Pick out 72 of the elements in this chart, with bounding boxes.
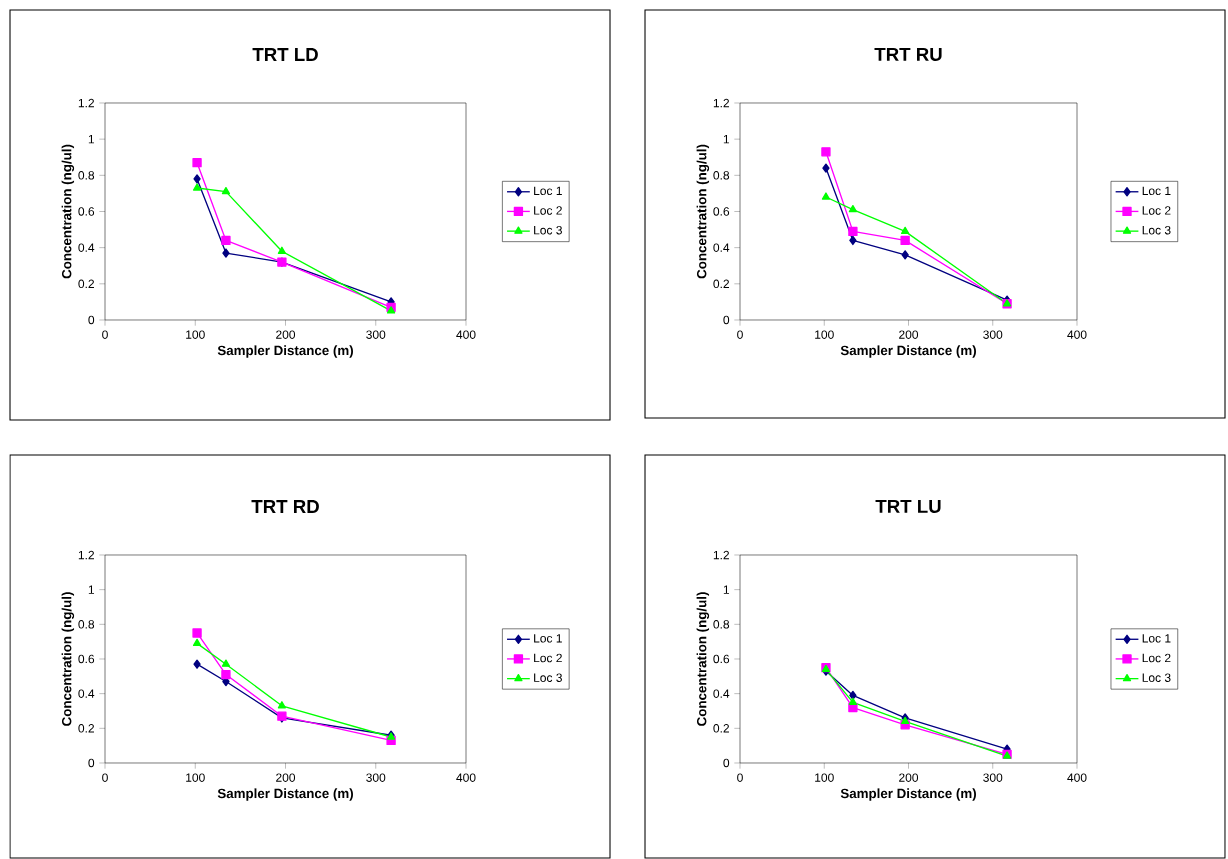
chart-title: TRT RD [251,500,319,513]
x-axis-title: Sampler Distance (m) [217,345,353,358]
x-axis-title: Sampler Distance (m) [840,345,976,358]
y-tick-label: 0.8 [713,620,730,629]
y-tick-label: 0.8 [78,171,95,180]
x-axis-title: Sampler Distance (m) [840,788,976,801]
legend-label: Loc 1 [534,634,562,643]
x-tick-label: 300 [366,330,386,339]
x-tick-label: 100 [186,330,205,339]
y-tick-label: 0.8 [713,171,730,180]
legend-label: Loc 2 [1142,653,1171,663]
legend-label: Loc 3 [534,673,562,682]
chart-title: TRT LU [875,499,941,513]
x-tick-label: 400 [1067,330,1087,339]
x-tick-label: 200 [899,330,919,339]
legend-label: Loc 3 [1142,673,1171,682]
y-tick-label: 0.4 [713,689,730,698]
chart-title: TRT RU [874,47,942,61]
y-tick-label: 0.6 [713,654,730,664]
y-tick-label: 0 [723,315,730,325]
y-tick-label: 0 [88,315,95,325]
legend-label: Loc 3 [1142,225,1171,235]
y-tick-label: 1.2 [78,98,94,108]
x-axis-title: Sampler Distance (m) [217,788,353,801]
legend-label: Loc 2 [534,206,562,215]
x-tick-label: 0 [102,773,108,782]
y-tick-label: 0.2 [713,724,729,733]
legend-label: Loc 2 [1142,206,1171,215]
y-tick-label: 0.6 [713,207,730,216]
x-tick-label: 400 [1067,773,1087,782]
legend-label: Loc 3 [534,225,562,235]
x-tick-label: 100 [186,773,205,782]
y-tick-label: 1.2 [78,550,94,560]
x-tick-label: 400 [456,773,476,782]
legend-label: Loc 1 [1142,186,1171,196]
x-tick-label: 100 [815,330,834,339]
y-tick-label: 0.4 [78,243,95,252]
x-tick-label: 200 [276,773,296,782]
x-tick-label: 100 [815,773,834,782]
y-tick-label: 0 [88,758,95,768]
y-axis-title: Concentration (ng/ul) [696,592,710,726]
x-tick-label: 300 [366,773,386,782]
y-tick-label: 0.6 [78,654,95,664]
x-tick-label: 0 [102,330,108,339]
y-tick-label: 0.6 [78,207,95,216]
y-tick-label: 0 [723,758,730,768]
chart-title: TRT LD [252,48,318,61]
y-axis-title: Concentration (ng/ul) [61,592,75,726]
y-tick-label: 1 [88,135,95,144]
x-tick-label: 300 [983,330,1003,339]
y-tick-label: 1.2 [713,98,729,108]
legend-label: Loc 1 [534,186,562,196]
y-tick-label: 1 [88,585,95,594]
x-tick-label: 200 [276,330,296,339]
x-tick-label: 400 [456,330,476,339]
y-tick-label: 0.2 [713,279,729,289]
y-axis-title: Concentration (ng/ul) [696,144,710,279]
y-tick-label: 0.8 [78,620,95,629]
y-tick-label: 0.2 [78,724,94,733]
y-tick-label: 1 [723,585,730,594]
y-tick-label: 1.2 [713,550,729,560]
x-tick-label: 0 [737,773,743,782]
y-tick-label: 1 [723,135,730,144]
y-tick-label: 0.4 [713,243,730,252]
legend-label: Loc 1 [1142,634,1171,643]
x-tick-label: 0 [737,330,743,339]
y-axis-title: Concentration (ng/ul) [61,144,75,279]
legend-label: Loc 2 [534,653,562,663]
x-tick-label: 200 [899,773,919,782]
y-tick-label: 0.2 [78,279,94,289]
x-tick-label: 300 [983,773,1003,782]
y-tick-label: 0.4 [78,689,95,698]
